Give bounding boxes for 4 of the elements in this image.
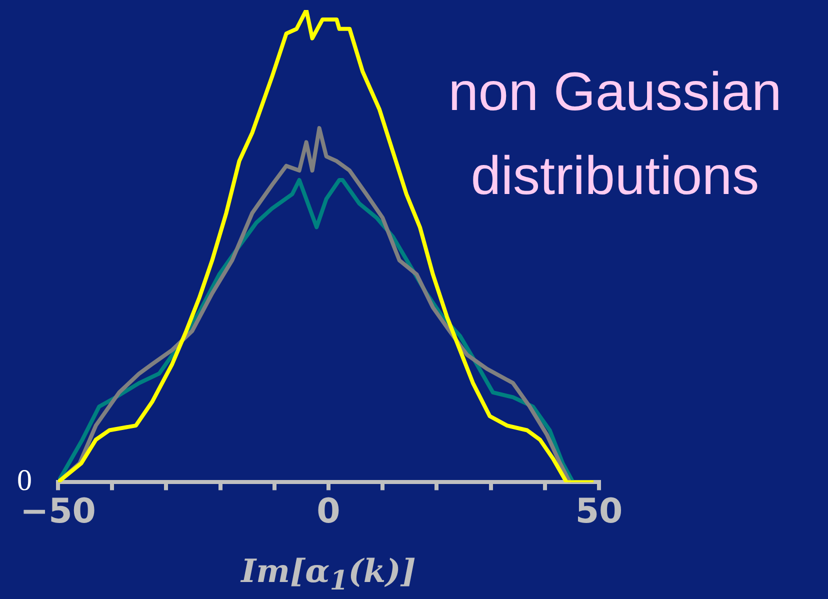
x-axis-title: Im[α$_{1}$(k)] <box>240 552 417 596</box>
x-tick-label: 50 <box>575 491 623 532</box>
annotation: non Gaussian distributions <box>447 61 783 208</box>
x-tick-label: 0 <box>316 491 340 532</box>
